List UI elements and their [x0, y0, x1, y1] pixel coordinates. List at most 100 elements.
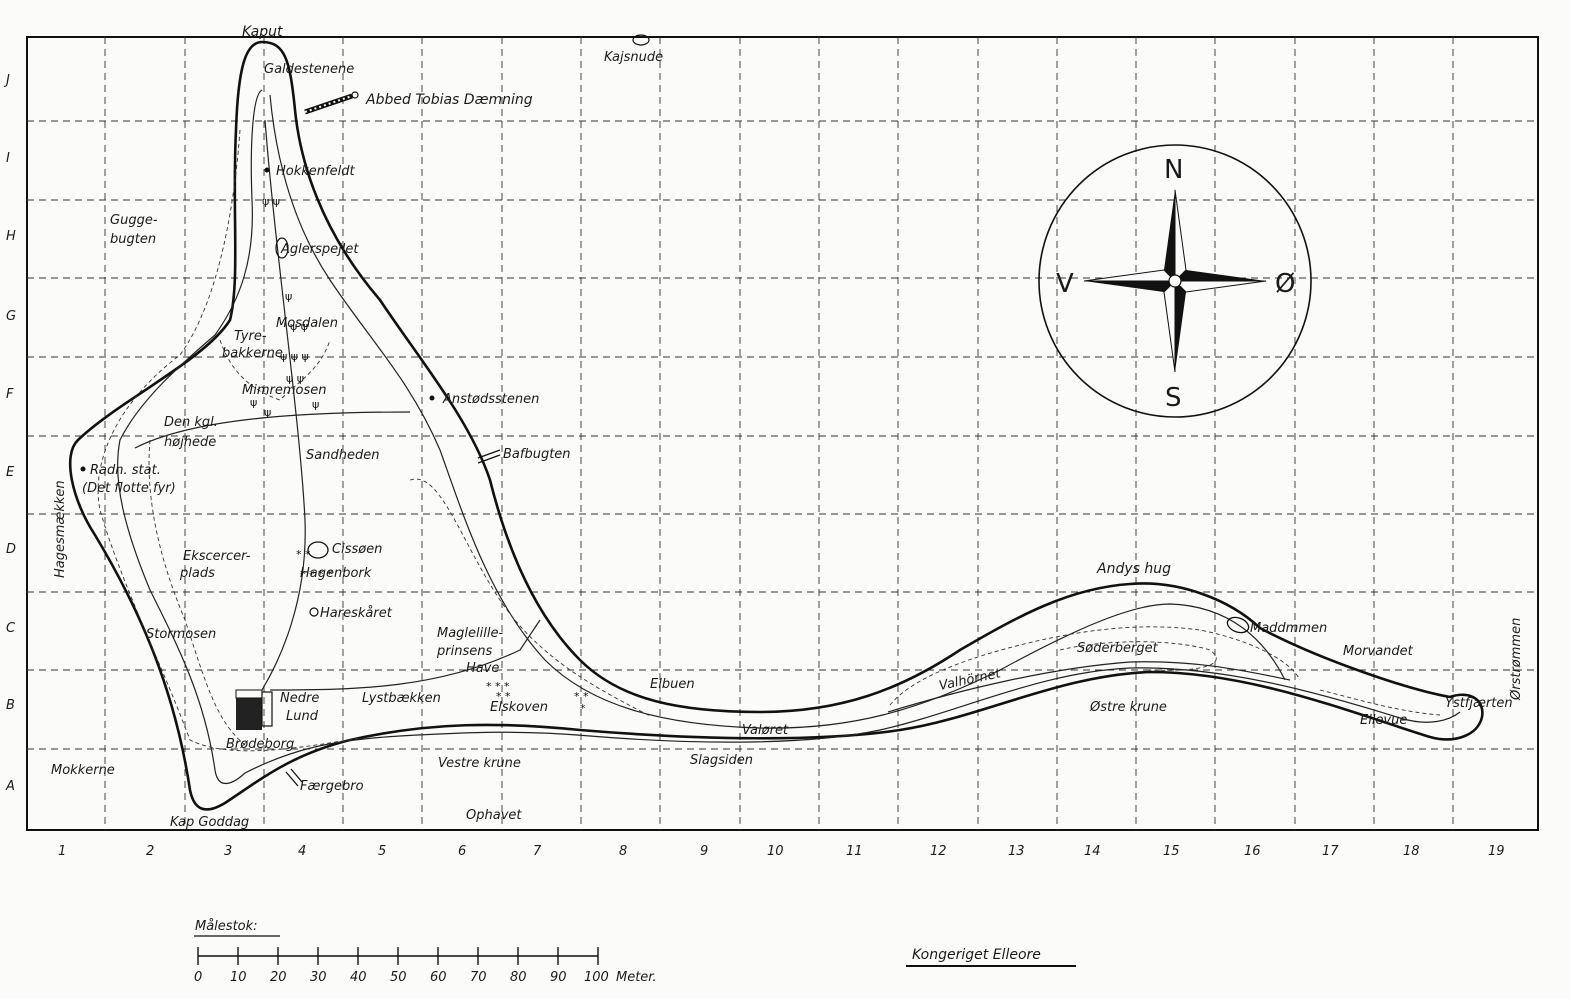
brodeborg-castle	[235, 689, 273, 730]
scale-bar: Målestok: 0 10 20 30 40 50 60 70 80 90 1…	[194, 919, 657, 985]
hareskaret-marker	[309, 607, 319, 617]
svg-text:* * * *: * * * *	[300, 568, 333, 581]
svg-text:ψ ψ ψ: ψ ψ ψ	[280, 350, 309, 363]
svg-text:ψ: ψ	[285, 290, 292, 303]
place-label: Gugge-	[110, 213, 158, 228]
row-label: A	[5, 779, 15, 794]
column-label: 12	[930, 844, 947, 859]
row-label: J	[3, 73, 10, 88]
place-label: Kajsnude	[604, 50, 663, 65]
inland-path	[261, 119, 306, 691]
place-label: Mokkerne	[51, 763, 115, 778]
place-label: Kaput	[242, 24, 283, 40]
place-label: Andys hug	[1096, 561, 1171, 577]
place-label: Færgebro	[300, 779, 364, 794]
place-label: Hagesmækken	[53, 480, 68, 578]
row-labels: J I H G F E D C B A	[3, 73, 16, 794]
row-label: I	[6, 151, 10, 166]
scale-tick-label: 80	[510, 970, 527, 985]
row-label: F	[6, 387, 14, 402]
place-label: (Det flotte fyr)	[82, 481, 176, 496]
place-label: Lystbækken	[362, 691, 441, 706]
hokkenfeldt-marker	[264, 167, 270, 173]
place-label: Tyre-	[234, 329, 267, 344]
dashed-contour	[889, 626, 1301, 706]
inland-path-2	[134, 411, 411, 449]
place-label: højhede	[164, 435, 216, 450]
column-label: 1	[58, 844, 66, 859]
svg-text:* *: * *	[296, 548, 311, 561]
svg-text:*: *	[580, 702, 586, 715]
compass-east: Ø	[1275, 269, 1295, 299]
svg-text:ψ: ψ	[264, 406, 271, 419]
place-label: Hagenbork	[300, 566, 372, 581]
column-label: 8	[619, 844, 627, 859]
scale-tick-label: 60	[430, 970, 447, 985]
svg-text:ψ ψ: ψ ψ	[262, 195, 280, 208]
abbed-tobias-dam	[304, 91, 359, 115]
scale-tick-label: 0	[194, 970, 202, 985]
column-label: 2	[146, 844, 154, 859]
place-label: Slagsiden	[690, 753, 753, 768]
dashed-contour	[409, 478, 651, 717]
dashed-contour	[219, 339, 331, 401]
compass-rose: N S V Ø	[1038, 144, 1312, 418]
place-label: Radn. stat.	[90, 463, 161, 478]
place-label: Kap Goddag	[170, 815, 249, 830]
svg-text:ψ: ψ	[312, 398, 319, 411]
scale-tick-label: 90	[550, 970, 567, 985]
row-label: C	[6, 621, 16, 636]
column-label: 14	[1084, 844, 1101, 859]
island-coastline	[68, 40, 1484, 811]
column-label: 19	[1488, 844, 1505, 859]
place-label: plads	[179, 566, 215, 581]
column-labels: 1 2 3 4 5 6 7 8 9 10 11 12 13 14 15 16 1…	[58, 844, 1505, 859]
place-label: Have	[466, 661, 499, 676]
place-label: bakkerne	[222, 346, 283, 361]
scale-tick-label: 70	[470, 970, 487, 985]
place-label: Anstødsstenen	[442, 392, 539, 407]
compass-north: N	[1164, 155, 1183, 185]
scale-tick-label: 20	[270, 970, 287, 985]
row-label: E	[6, 465, 15, 480]
kajsnude-rock	[632, 34, 650, 46]
pond-aglerspejlet	[275, 237, 289, 259]
place-label: Nedre	[280, 691, 319, 706]
svg-text:ψ ψ: ψ ψ	[286, 372, 304, 385]
column-label: 7	[533, 844, 542, 859]
scale-tick-label: 40	[350, 970, 367, 985]
column-label: 13	[1008, 844, 1025, 859]
place-label: Ørstrømmen	[1509, 618, 1524, 701]
island-inner-contour	[117, 89, 1461, 785]
place-label: Søderberget	[1077, 641, 1159, 656]
place-label: Elskoven	[490, 700, 548, 715]
place-label: Vestre krune	[438, 756, 521, 771]
compass-west: V	[1056, 269, 1074, 299]
map-title-block: Kongeriget Elleore	[906, 947, 1076, 967]
row-label: G	[6, 309, 16, 324]
row-label: B	[6, 698, 15, 713]
place-label: Maddmmen	[1250, 621, 1327, 636]
place-label: Den kgl.	[164, 415, 218, 430]
dashed-contour	[97, 129, 361, 752]
place-label: Aglerspejlet	[280, 242, 359, 257]
place-label: Ekscercer-	[183, 549, 251, 564]
radn-stat-marker	[80, 466, 86, 472]
place-label: Ystfjærten	[1445, 696, 1513, 711]
place-label: Hokkenfeldt	[276, 164, 355, 179]
place-label: bugten	[110, 232, 156, 247]
svg-text:ψ: ψ	[250, 396, 257, 409]
column-label: 16	[1244, 844, 1261, 859]
vegetation-symbols: ψ ψ ψ ψ ψ ψ ψ ψ ψ ψ ψ ψ ψ * * * * * * * …	[250, 195, 589, 715]
scale-tick-label: 10	[230, 970, 247, 985]
row-label: H	[6, 229, 16, 244]
place-label: Østre krune	[1089, 700, 1167, 715]
anstodsstenen-marker	[429, 395, 435, 401]
place-label: Ellevue	[1360, 713, 1407, 728]
column-label: 11	[846, 844, 863, 859]
inland-path-3	[269, 619, 541, 691]
place-label: Maglelille-	[437, 626, 503, 641]
place-label: Hareskåret	[320, 606, 393, 621]
bafbugten-jetty	[477, 449, 501, 464]
